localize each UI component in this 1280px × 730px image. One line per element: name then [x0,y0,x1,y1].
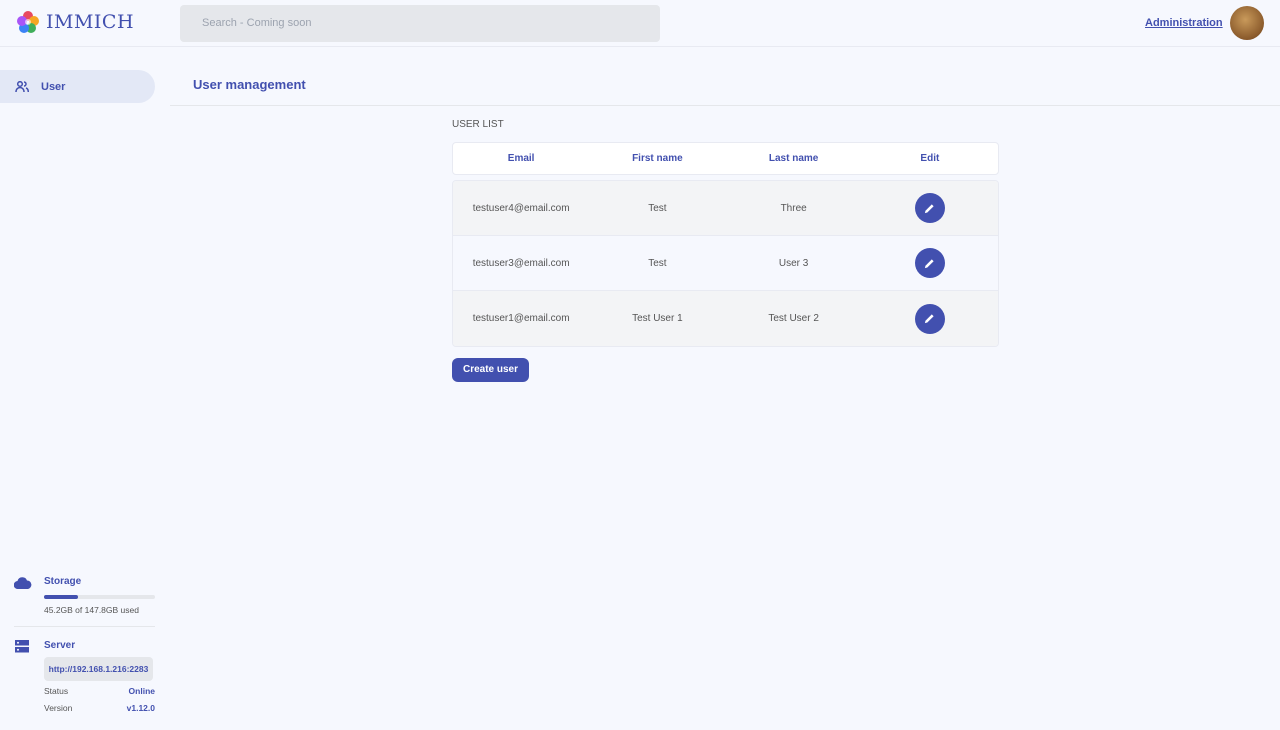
status-label: Status [44,686,69,696]
divider [14,626,155,627]
server-title: Server [44,640,76,651]
pencil-icon [925,258,934,268]
email-cell: testuser3@email.com [472,257,570,269]
server-url: http://192.168.1.216:2283 [44,657,153,681]
table-row: testuser4@email.com Test Three [453,181,998,236]
sidebar-item-user[interactable]: User [0,70,155,103]
server-status: Status Online [44,686,155,696]
table-row: testuser1@email.com Test User 1 Test Use… [453,291,998,346]
version-label: Version [44,703,73,713]
pencil-icon [925,203,934,213]
user-table: testuser4@email.com Test Three testuser3… [452,180,999,347]
sidebar-item-label: User [41,80,66,93]
edit-user-button[interactable] [914,193,945,223]
storage-bar-fill [44,595,78,599]
server-version: Version v1.12.0 [44,703,155,713]
table-header: Email First name Last name Edit [452,142,999,175]
edit-user-button[interactable] [914,248,945,278]
avatar[interactable] [1230,6,1264,40]
last-name-cell: User 3 [778,257,809,269]
app-name: IMMICH [46,11,135,33]
edit-user-button[interactable] [914,303,945,334]
email-cell: testuser1@email.com [472,313,570,324]
administration-link[interactable]: Administration [1145,17,1223,29]
column-header-edit: Edit [920,153,940,164]
search-input[interactable]: Search - Coming soon [180,5,660,42]
server-icon [15,640,29,653]
section-label: USER LIST [452,119,504,130]
column-header-email: Email [507,153,535,164]
last-name-cell: Three [780,202,807,214]
first-name-cell: Test User 1 [632,313,683,324]
storage-usage: 45.2GB of 147.8GB used [44,605,139,615]
last-name-cell: Test User 2 [768,313,819,324]
pencil-icon [925,314,934,324]
column-header-last-name: Last name [768,153,819,164]
top-bar: IMMICH Search - Coming soon Administrati… [0,0,1280,47]
status-value: Online [128,686,155,696]
divider [170,105,1280,106]
column-header-first-name: First name [632,153,683,164]
version-value: v1.12.0 [126,703,155,713]
first-name-cell: Test [648,202,667,214]
storage-title: Storage [44,576,82,587]
users-icon [15,80,29,92]
table-row: testuser3@email.com Test User 3 [453,236,998,291]
create-user-button[interactable]: Create user [452,358,529,382]
storage-bar [44,595,155,599]
email-cell: testuser4@email.com [472,202,570,214]
first-name-cell: Test [648,257,667,269]
logo[interactable]: IMMICH [16,10,134,34]
page-title: User management [193,77,306,92]
immich-logo-icon [17,11,39,33]
cloud-icon [14,577,32,589]
